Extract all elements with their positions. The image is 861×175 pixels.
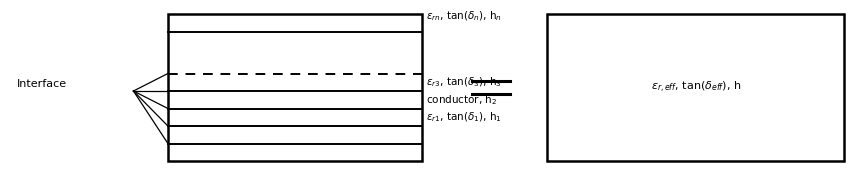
Text: $\varepsilon_{r3}$, tan($\delta_{3}$), h$_{3}$: $\varepsilon_{r3}$, tan($\delta_{3}$), h… — [426, 75, 502, 89]
Bar — [547, 14, 844, 161]
Bar — [168, 14, 422, 161]
Text: $\varepsilon_{r1}$, tan($\delta_{1}$), h$_{1}$: $\varepsilon_{r1}$, tan($\delta_{1}$), h… — [426, 110, 502, 124]
Text: $\varepsilon_{r,eff}$, tan($\delta_{eff}$), h: $\varepsilon_{r,eff}$, tan($\delta_{eff}… — [651, 80, 740, 95]
Text: conductor, h$_{2}$: conductor, h$_{2}$ — [426, 93, 498, 107]
Text: Interface: Interface — [17, 79, 67, 89]
Text: $\varepsilon_{rn}$, tan($\delta_{n}$), h$_{n}$: $\varepsilon_{rn}$, tan($\delta_{n}$), h… — [426, 9, 502, 23]
